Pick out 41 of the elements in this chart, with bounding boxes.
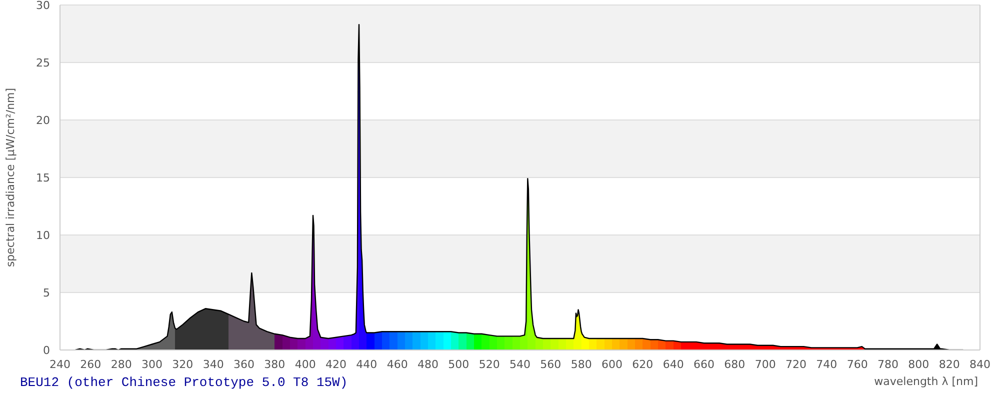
x-tick-label: 680 [724, 358, 746, 371]
x-tick-label: 780 [878, 358, 898, 371]
x-tick-label: 260 [80, 358, 102, 371]
x-tick-label: 700 [754, 358, 776, 371]
x-tick-label: 280 [110, 358, 132, 371]
x-tick-label: 240 [50, 358, 70, 371]
x-tick-label: 660 [694, 358, 714, 371]
y-tick-label: 30 [36, 0, 50, 12]
x-tick-label: 360 [234, 358, 254, 371]
x-tick-label: 740 [816, 358, 838, 371]
y-tick-label: 15 [36, 171, 50, 184]
x-tick-label: 520 [478, 358, 500, 371]
x-tick-label: 760 [846, 358, 868, 371]
x-tick-label: 440 [356, 358, 378, 371]
y-tick-label: 20 [36, 114, 50, 127]
x-tick-label: 400 [294, 358, 316, 371]
x-tick-label: 480 [418, 358, 438, 371]
x-tick-label: 800 [908, 358, 930, 371]
x-tick-label: 580 [570, 358, 592, 371]
x-tick-label: 600 [602, 358, 622, 371]
x-tick-label: 300 [142, 358, 162, 371]
y-axis-title: spectral irradiance [µW/cm²/nm] [4, 88, 17, 268]
y-tick-label: 25 [36, 56, 50, 70]
x-tick-label: 500 [448, 358, 470, 371]
text: BEU12 (other Chinese Prototype 5.0 T8 15W) [20, 375, 348, 390]
y-tick-label: 10 [36, 228, 50, 242]
y-tick-label: 5 [43, 286, 50, 300]
x-tick-label: 420 [326, 358, 346, 371]
x-tick-label: 820 [938, 358, 960, 371]
x-tick-label: 840 [970, 358, 990, 371]
y-tick-label: 0 [43, 344, 50, 357]
x-tick-label: 320 [172, 358, 194, 371]
x-tick-label: 620 [632, 358, 654, 371]
x-tick-label: 460 [386, 358, 408, 371]
x-tick-label: 640 [662, 358, 684, 371]
x-tick-label: 340 [202, 358, 224, 371]
x-tick-label: 380 [264, 358, 286, 371]
x-axis-title: wavelength λ [nm] [874, 375, 978, 388]
x-tick-label: 560 [540, 358, 562, 371]
x-tick-label: 540 [510, 358, 530, 371]
x-tick-label: 720 [786, 358, 806, 371]
